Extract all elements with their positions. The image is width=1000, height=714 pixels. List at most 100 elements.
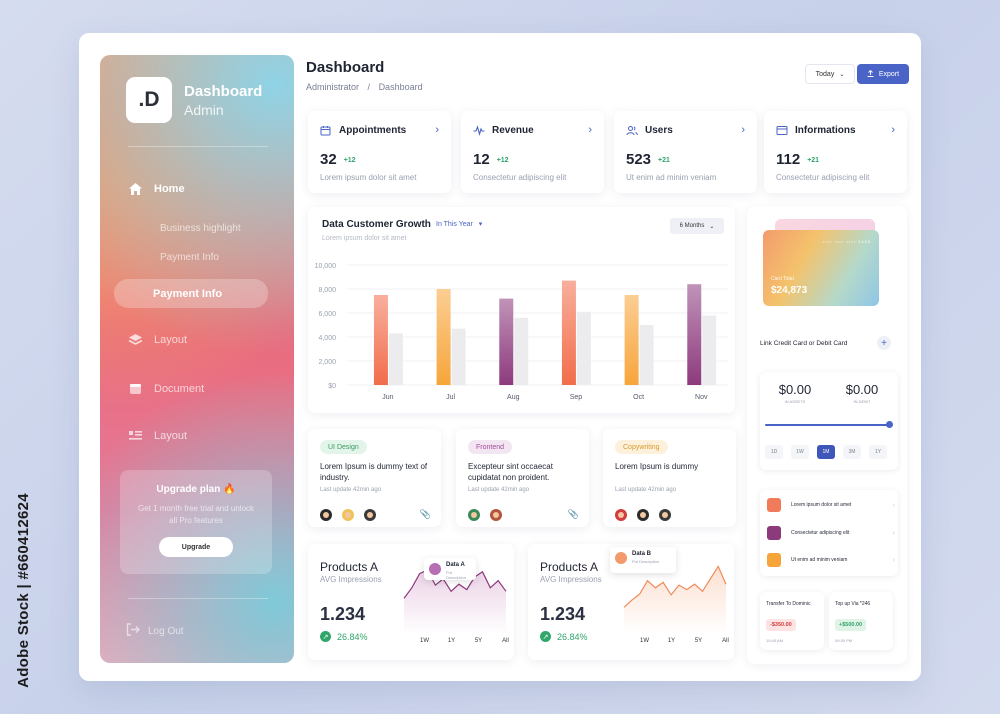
tab-1w[interactable]: 1W — [640, 638, 649, 644]
upgrade-button[interactable]: Upgrade — [159, 537, 233, 557]
bar-aug-s1[interactable] — [514, 317, 529, 385]
logout-button[interactable]: Log Out — [126, 623, 184, 639]
period-tabs: 1D 1W 1M 3M 1Y — [765, 445, 895, 459]
sidebar-item-payment-info[interactable]: Payment Info — [114, 279, 268, 308]
avatar-group — [468, 509, 512, 521]
bar-jul-s1[interactable] — [451, 328, 466, 385]
sidebar-item-layout[interactable]: Layout — [128, 333, 187, 347]
stat-card-revenue[interactable]: Revenue › 12 +12 Consectetur adipiscing e… — [461, 111, 604, 193]
sidebar-divider-bottom — [128, 598, 268, 599]
avatar-group — [320, 509, 386, 521]
tab-all[interactable]: All — [502, 638, 509, 644]
task-card-frontend[interactable]: Frontend Excepteur sint occaecat cupidat… — [456, 429, 589, 527]
bar-jul-s0[interactable] — [436, 289, 451, 385]
balance-slider-track[interactable] — [765, 424, 889, 426]
stat-delta: +12 — [496, 156, 509, 164]
add-card-button[interactable]: + — [877, 336, 891, 350]
avatar[interactable] — [637, 509, 649, 521]
breadcrumb-item[interactable]: Administrator — [306, 82, 360, 92]
avatar[interactable] — [468, 509, 480, 521]
task-card-copywriting[interactable]: Copywriting Lorem Ipsum is dummy Last up… — [603, 429, 736, 527]
sidebar-subitem-business[interactable]: Business highlight — [160, 223, 241, 234]
product-growth: ↗ 26.84% — [540, 631, 588, 642]
avatar[interactable] — [659, 509, 671, 521]
chevron-right-icon[interactable]: › — [891, 124, 895, 136]
chevron-right-icon: › — [892, 556, 895, 564]
bar-jun-s1[interactable] — [388, 333, 403, 385]
sidebar-item-home[interactable]: Home — [128, 182, 185, 196]
breadcrumb: Administrator / Dashboard — [306, 82, 423, 92]
list-item[interactable]: Ut enim ad minim veniam › — [767, 553, 895, 567]
avatar[interactable] — [490, 509, 502, 521]
months-dropdown[interactable]: 6 Months ⌄ — [670, 218, 724, 234]
bar-nov-s1[interactable] — [702, 315, 717, 385]
export-button[interactable]: Export — [857, 64, 909, 84]
tab-5y[interactable]: 5Y — [474, 638, 483, 644]
tab-all[interactable]: All — [722, 638, 729, 644]
list-item[interactable]: Consectetur adipiscing elit › — [767, 526, 895, 540]
product-value: 1.234 — [320, 604, 366, 624]
period-tab-1y[interactable]: 1Y — [869, 445, 887, 459]
credit-card[interactable]: •••• •••• •••• 2435 Card Total $24,873 — [763, 230, 879, 306]
y-tick-label: 6,000 — [318, 311, 336, 318]
bar-oct-s1[interactable] — [639, 325, 654, 385]
year-filter-dropdown[interactable]: In This Year ▾ — [436, 221, 483, 228]
transfer-card[interactable]: Transfer To Dominic -$350.00 10:45 AM — [760, 592, 824, 650]
tab-1y[interactable]: 1Y — [447, 638, 456, 644]
bar-oct-s0[interactable] — [624, 295, 639, 385]
attachment-icon[interactable]: 📎 — [567, 509, 579, 519]
product-subtitle: AVG Impressions — [320, 575, 382, 584]
sidebar-item-document[interactable]: Document — [128, 382, 204, 396]
activity-list: Lorem ipsum dolor sit amet › Consectetur… — [760, 490, 898, 576]
chevron-right-icon[interactable]: › — [435, 124, 439, 136]
chart-title: Data Customer Growth — [322, 219, 431, 230]
sidebar-subitem-payment[interactable]: Payment Info — [160, 252, 219, 263]
x-tick-label: Oct — [633, 394, 644, 401]
bar-jun-s0[interactable] — [373, 295, 388, 385]
today-dropdown[interactable]: Today ⌄ — [805, 64, 855, 84]
chevron-right-icon: › — [892, 529, 895, 537]
task-meta: Last update 42min ago — [468, 487, 530, 493]
topup-card[interactable]: Top up Via *246 +$500.00 09:30 PM — [829, 592, 893, 650]
task-tag: Copywriting — [615, 440, 668, 454]
stat-card-informations[interactable]: Informations › 112 +21 Consectetur adipis… — [764, 111, 907, 193]
avatar[interactable] — [364, 509, 376, 521]
upgrade-title: Upgrade plan 🔥 — [156, 484, 236, 495]
stat-card-users[interactable]: Users › 523 +21 Ut enim ad minim veniam — [614, 111, 757, 193]
tab-5y[interactable]: 5Y — [694, 638, 703, 644]
list-item-icon — [767, 526, 781, 540]
customer-growth-card: Data Customer Growth In This Year ▾ Lore… — [308, 207, 735, 413]
period-tab-3m[interactable]: 3M — [843, 445, 861, 459]
task-title: Excepteur sint occaecat cupidatat non pr… — [468, 462, 553, 482]
topup-amount: +$500.00 — [835, 619, 867, 631]
card-balance: $24,873 — [771, 285, 808, 296]
logout-icon — [126, 623, 140, 639]
sidebar-item-layout-2[interactable]: Layout — [128, 429, 187, 443]
chevron-right-icon: › — [892, 501, 895, 509]
bar-aug-s0[interactable] — [499, 298, 514, 385]
task-tag: Frontend — [468, 440, 513, 454]
range-tabs: 1W 1Y 5Y All — [631, 638, 739, 644]
sparkline-area — [624, 566, 726, 634]
tab-1w[interactable]: 1W — [420, 638, 429, 644]
bar-sep-s1[interactable] — [576, 311, 591, 385]
avatar[interactable] — [320, 509, 332, 521]
attachment-icon[interactable]: 📎 — [419, 509, 431, 519]
task-title: Lorem Ipsum is dummy — [615, 462, 699, 471]
tab-1y[interactable]: 1Y — [667, 638, 676, 644]
balance-slider-thumb[interactable] — [886, 421, 893, 428]
period-tab-1d[interactable]: 1D — [765, 445, 783, 459]
stat-card-appointments[interactable]: Appointments › 32 +12 Lorem ipsum dolor s… — [308, 111, 451, 193]
bar-sep-s0[interactable] — [561, 280, 576, 385]
bar-nov-s0[interactable] — [687, 284, 702, 385]
link-card-text: Link Credit Card or Debit Card — [760, 340, 848, 347]
avatar[interactable] — [615, 509, 627, 521]
fire-icon: 🔥 — [223, 484, 236, 495]
task-card-ui-design[interactable]: UI Design Lorem Ipsum is dummy text of i… — [308, 429, 441, 527]
chevron-right-icon[interactable]: › — [741, 124, 745, 136]
avatar[interactable] — [342, 509, 354, 521]
list-item[interactable]: Lorem ipsum dolor sit amet › — [767, 498, 895, 512]
period-tab-1m[interactable]: 1M — [817, 445, 835, 459]
period-tab-1w[interactable]: 1W — [791, 445, 809, 459]
chevron-right-icon[interactable]: › — [588, 124, 592, 136]
